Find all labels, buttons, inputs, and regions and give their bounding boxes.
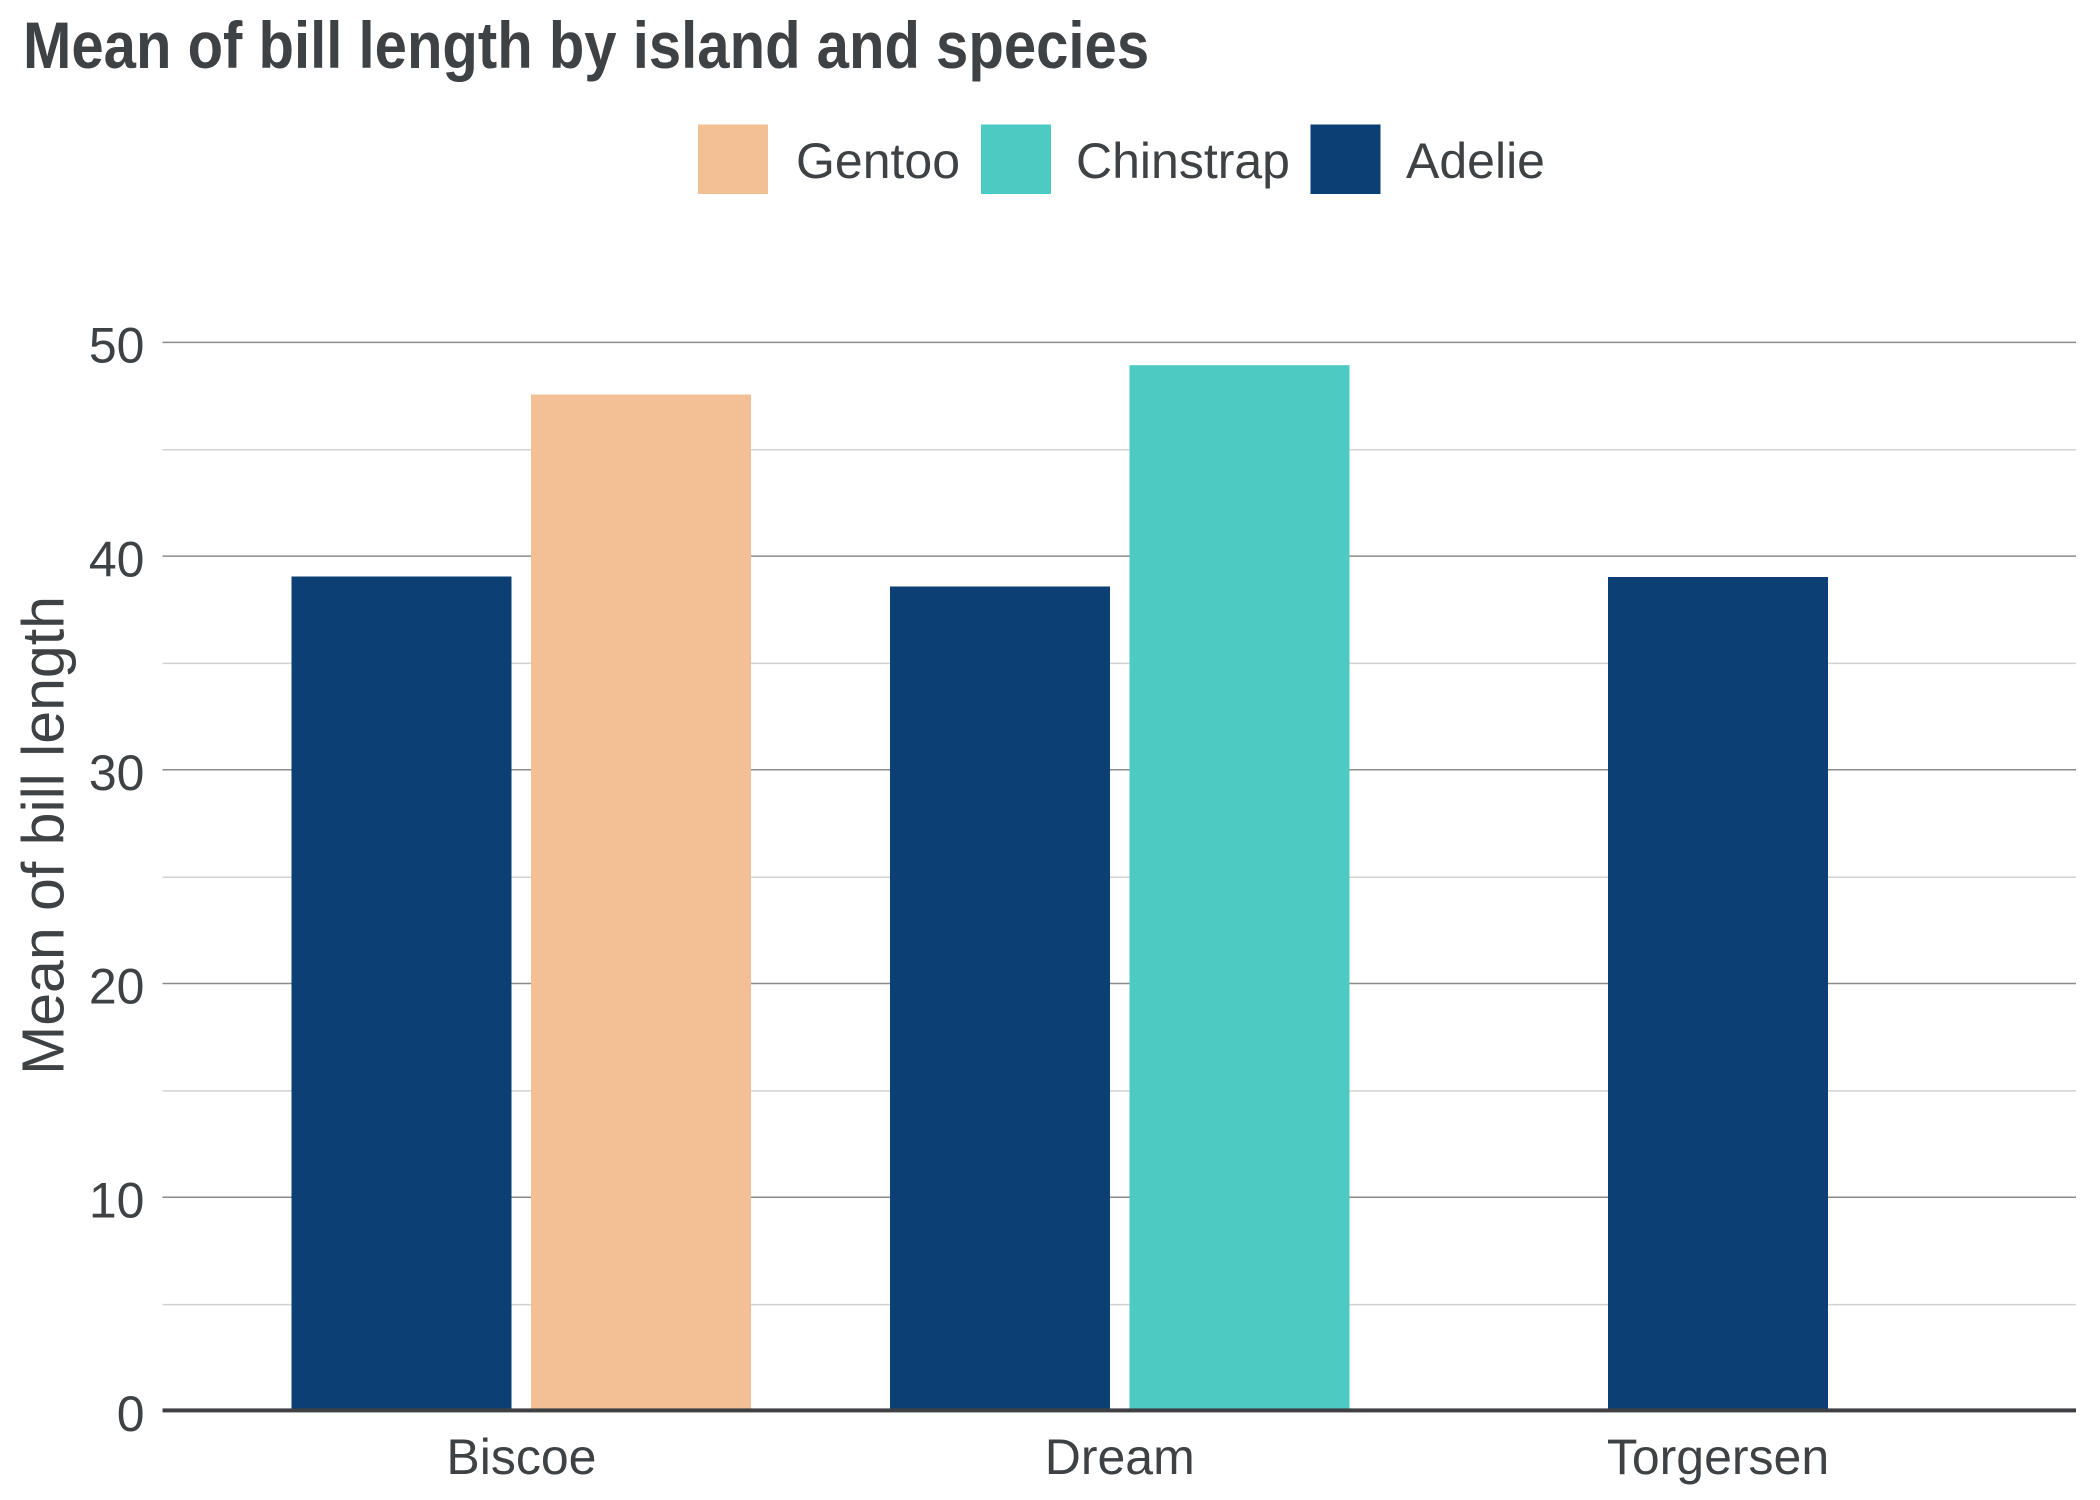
svg-text:Gentoo: Gentoo [796, 133, 960, 189]
svg-text:Chinstrap: Chinstrap [1076, 133, 1290, 189]
svg-text:10: 10 [89, 1172, 145, 1228]
svg-text:Mean of bill length by island: Mean of bill length by island and specie… [23, 10, 1149, 83]
svg-text:40: 40 [89, 531, 145, 587]
svg-text:30: 30 [89, 745, 145, 801]
svg-text:Dream: Dream [1045, 1429, 1195, 1485]
svg-text:20: 20 [89, 959, 145, 1015]
svg-text:Mean of bill length: Mean of bill length [11, 596, 77, 1075]
svg-text:Adelie: Adelie [1406, 133, 1545, 189]
svg-text:0: 0 [117, 1386, 145, 1442]
svg-text:Biscoe: Biscoe [446, 1429, 596, 1485]
svg-text:Torgersen: Torgersen [1607, 1429, 1829, 1485]
svg-text:50: 50 [89, 318, 145, 374]
